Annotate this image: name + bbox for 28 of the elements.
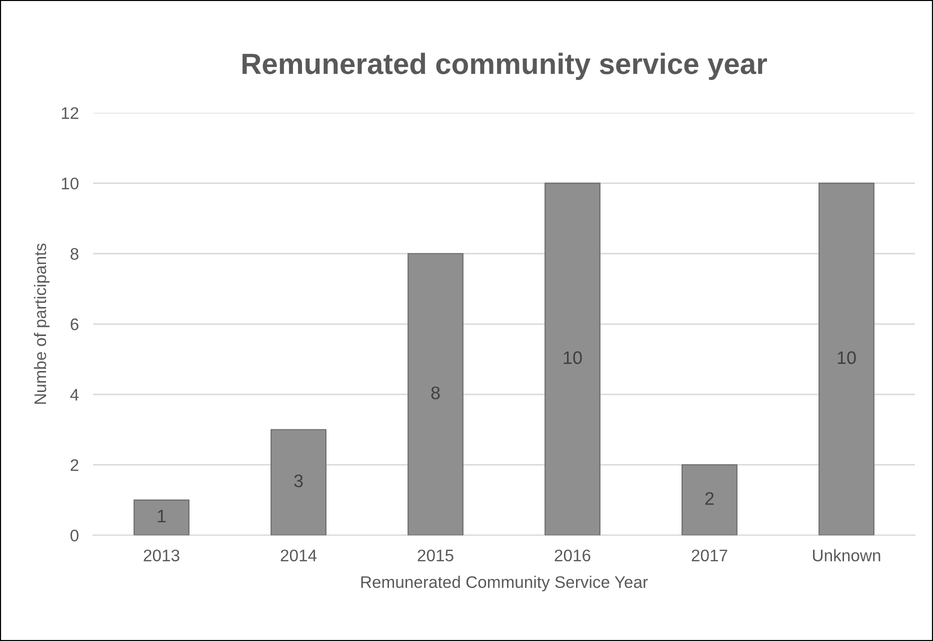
x-tick-label: 2017 bbox=[692, 550, 728, 562]
y-tick-label: 10 bbox=[62, 178, 78, 190]
x-tick-label: 2014 bbox=[280, 550, 317, 562]
x-tick-label: 2013 bbox=[144, 550, 180, 562]
bar bbox=[270, 429, 326, 536]
data-label: 1 bbox=[158, 510, 166, 522]
data-label: 10 bbox=[838, 351, 856, 364]
data-label: 2 bbox=[705, 492, 714, 505]
x-tick-label: 2015 bbox=[418, 550, 454, 562]
y-tick-label: 6 bbox=[70, 318, 78, 330]
x-tick-label: Unknown bbox=[813, 549, 880, 562]
chart-title: Remunerated community service year bbox=[242, 52, 768, 80]
data-label: 8 bbox=[431, 386, 440, 400]
data-label: 3 bbox=[294, 474, 303, 488]
y-tick-label: 8 bbox=[70, 248, 78, 260]
y-tick-label: 0 bbox=[70, 530, 78, 542]
y-tick-label: 12 bbox=[62, 107, 78, 119]
bar bbox=[818, 182, 874, 536]
y-tick-label: 4 bbox=[70, 389, 79, 400]
bar bbox=[134, 499, 190, 536]
data-label: 10 bbox=[564, 351, 582, 364]
bar bbox=[408, 253, 464, 536]
bar bbox=[682, 464, 738, 536]
y-axis-title: Numbe of participants bbox=[34, 244, 50, 404]
x-axis-title: Remunerated Community Service Year bbox=[361, 576, 648, 592]
x-tick-label: 2016 bbox=[554, 550, 590, 562]
y-tick-label: 2 bbox=[70, 459, 78, 471]
bar bbox=[544, 182, 600, 536]
